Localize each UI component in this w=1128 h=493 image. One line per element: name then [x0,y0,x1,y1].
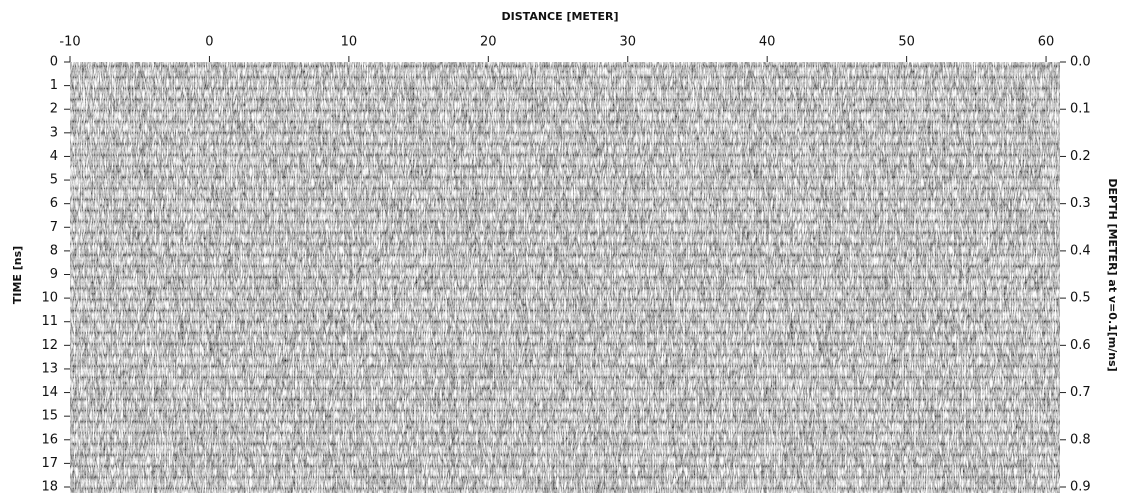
y-tick-label: 5 [50,173,58,188]
y-tick-label: 12 [41,338,58,353]
x-tick-label: 60 [1038,35,1055,50]
x-tick-label: 0 [205,35,213,50]
y2-tick-label: 0.3 [1070,196,1091,211]
y-tick-label: 0 [50,55,58,70]
y-tick-label: 15 [41,409,58,424]
x-tick-label: 30 [619,35,636,50]
y-axis-title: TIME [ns] [11,246,24,304]
y-tick-label: 16 [41,432,58,447]
x-axis-title: DISTANCE [METER] [502,10,619,23]
y-tick-label: 14 [41,385,58,400]
y-tick-label: 6 [50,196,58,211]
y2-tick-label: 0.0 [1070,55,1091,70]
y2-tick-label: 0.6 [1070,338,1091,353]
y2-tick-label: 0.7 [1070,385,1091,400]
y-tick-label: 11 [41,314,58,329]
y2-axis-title: DEPTH [METER] at v=0.1[m/ns] [1106,178,1119,371]
y-tick-label: 1 [50,78,58,93]
y2-tick-label: 0.8 [1070,432,1091,447]
y2-tick-label: 0.5 [1070,291,1091,306]
y-tick-label: 18 [41,480,58,493]
x-tick-label: -10 [59,35,80,50]
y-tick-label: 17 [41,456,58,471]
y2-tick-label: 0.1 [1070,102,1091,117]
y2-tick-label: 0.9 [1070,480,1091,493]
y2-tick-label: 0.4 [1070,243,1091,258]
y-tick-label: 2 [50,102,58,117]
x-tick-label: 50 [898,35,915,50]
y-tick-label: 10 [41,291,58,306]
radargram-image [70,62,1060,493]
y-tick-label: 3 [50,125,58,140]
y-tick-label: 8 [50,243,58,258]
y2-tick-label: 0.2 [1070,149,1091,164]
y-tick-label: 13 [41,361,58,376]
x-tick-label: 20 [480,35,497,50]
y-tick-label: 9 [50,267,58,282]
x-tick-label: 40 [759,35,776,50]
x-tick-label: 10 [341,35,358,50]
y-tick-label: 7 [50,220,58,235]
y-tick-label: 4 [50,149,58,164]
